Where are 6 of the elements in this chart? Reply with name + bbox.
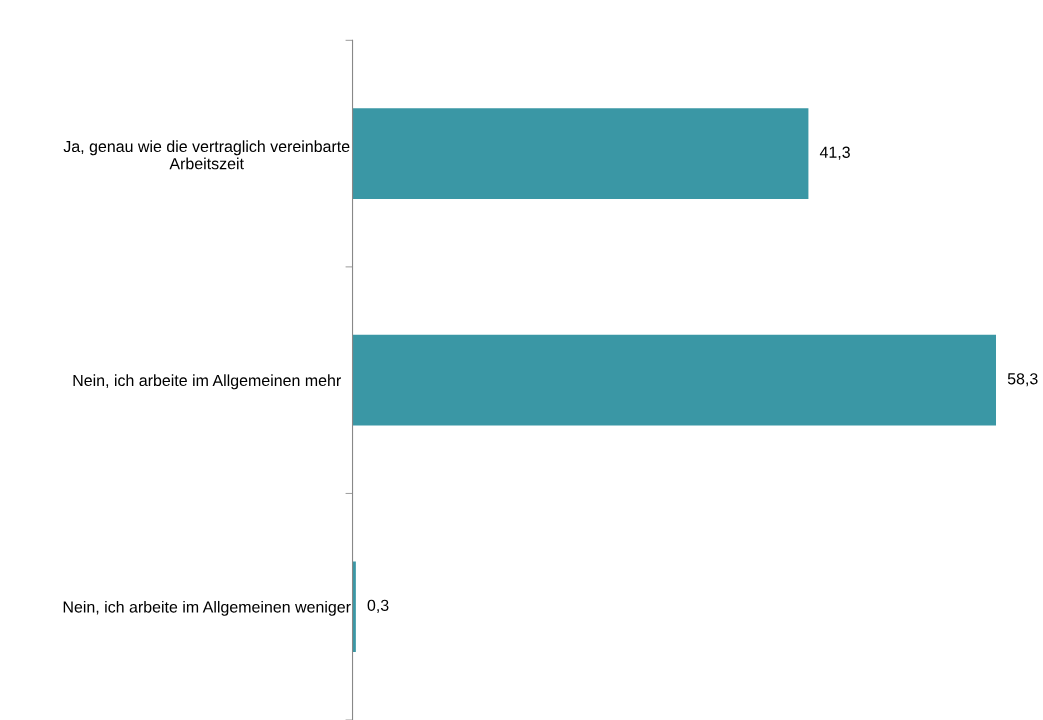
data-label: 41,3	[819, 146, 850, 160]
y-tick-label: Nein, ich arbeite im Allgemeinen mehr	[73, 374, 341, 390]
y-tick-label: Nein, ich arbeite im Allgemeinen weniger	[63, 600, 351, 616]
data-label: 0,3	[367, 599, 389, 613]
y-tick-label: Ja, genau wie die vertraglich vereinbarte Arbeitszeit	[63, 140, 350, 170]
data-label: 58,3	[1007, 373, 1038, 387]
